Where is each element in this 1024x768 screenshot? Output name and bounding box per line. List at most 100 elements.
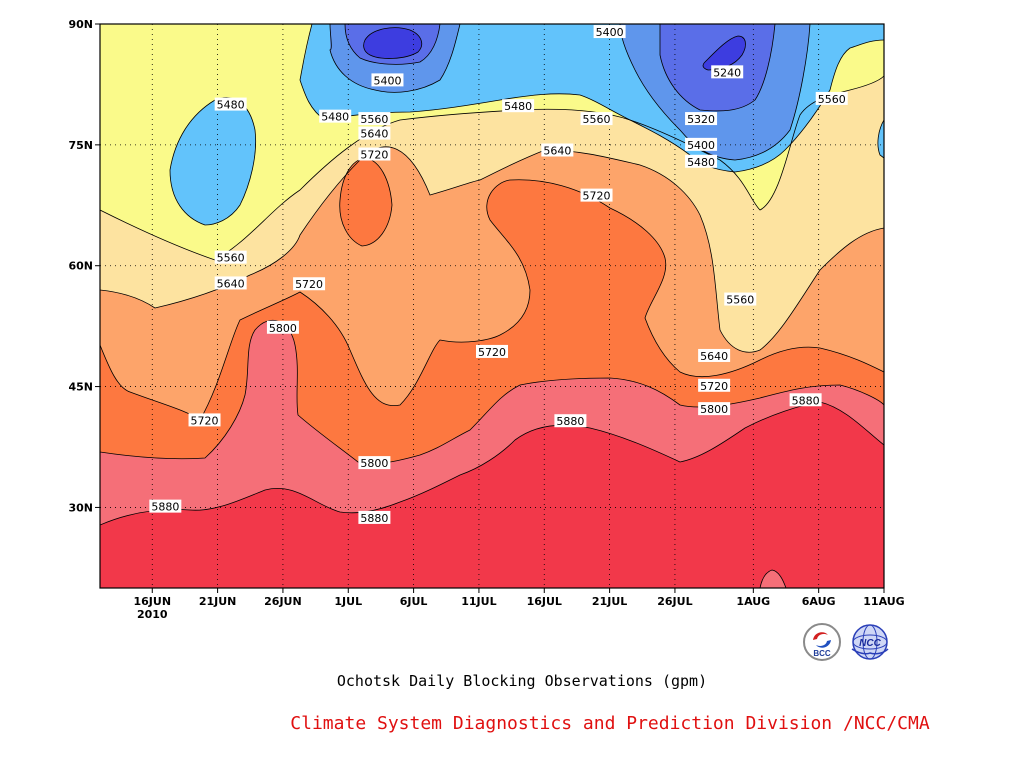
contour-label: 5640 bbox=[541, 143, 574, 157]
contour-label-bg bbox=[476, 344, 508, 358]
contour-label-bg bbox=[319, 109, 352, 123]
contour-label-bg bbox=[593, 25, 626, 39]
contour-line-5480-west bbox=[169, 97, 257, 226]
contour-label-bg bbox=[789, 393, 822, 407]
contour-line-5720-cell bbox=[339, 157, 393, 247]
contour-label-bg bbox=[358, 126, 391, 140]
contour-label-text: 5560 bbox=[726, 294, 754, 307]
contour-label-text: 5480 bbox=[217, 99, 245, 112]
contour-label-text: 5640 bbox=[700, 350, 728, 363]
contour-label-bg bbox=[580, 188, 613, 202]
chart-title: Ochotsk Daily Blocking Observations (gpm… bbox=[336, 672, 708, 690]
contour-label-text: 5640 bbox=[543, 144, 571, 157]
band-5400-east bbox=[877, 120, 884, 158]
contour-line-5320 bbox=[344, 24, 441, 65]
contour-label-text: 5480 bbox=[504, 100, 532, 113]
contour-label: 5880 bbox=[554, 414, 587, 428]
contour-label-text: 5880 bbox=[151, 501, 179, 514]
band-5880-south bbox=[760, 570, 786, 588]
contour-label-text: 5400 bbox=[687, 139, 715, 152]
contour-label-bg bbox=[698, 348, 731, 362]
band-below-5240-east bbox=[703, 36, 746, 70]
contour-label-bg bbox=[554, 414, 587, 428]
contour-label: 5800 bbox=[698, 402, 731, 416]
contour-label: 5560 bbox=[815, 91, 848, 106]
band-5400-west bbox=[170, 97, 256, 225]
contour-labels: 5400 5400 5240 5480 5480 5480 5560 5560 5560 5320… bbox=[149, 25, 848, 525]
y-tick-label: 75N bbox=[68, 139, 93, 152]
contour-lines bbox=[100, 24, 884, 588]
contour-label-text: 5880 bbox=[556, 415, 584, 428]
contour-label-text: 5720 bbox=[360, 149, 388, 162]
contour-label: 5560 bbox=[580, 112, 613, 126]
contour-label: 5720 bbox=[293, 277, 326, 291]
contour-label-bg bbox=[541, 143, 574, 157]
contour-label-bg bbox=[358, 147, 391, 161]
contour-label-text: 5720 bbox=[583, 190, 611, 203]
contour-label: 5880 bbox=[358, 510, 391, 525]
x-tick-label: 26JUL bbox=[657, 595, 692, 608]
contour-label-text: 5480 bbox=[321, 111, 349, 124]
contour-label-bg bbox=[698, 378, 731, 392]
contour-label: 5560 bbox=[724, 292, 757, 307]
y-tick-label: 45N bbox=[68, 381, 93, 394]
contour-line-5640 bbox=[100, 146, 884, 353]
contour-label-text: 5720 bbox=[295, 278, 323, 291]
contour-label-text: 5640 bbox=[360, 128, 388, 141]
contour-label: 5320 bbox=[685, 112, 718, 126]
contour-label-text: 5320 bbox=[687, 113, 715, 126]
contour-label-bg bbox=[580, 112, 613, 126]
contour-label: 5800 bbox=[358, 456, 391, 470]
contour-label-bg bbox=[502, 99, 535, 113]
contour-label-text: 5720 bbox=[700, 380, 728, 393]
contour-line-5400 bbox=[329, 24, 461, 93]
contour-label: 5640 bbox=[698, 348, 731, 363]
x-tick-label: 1JUL bbox=[334, 595, 362, 608]
contour-label-bg bbox=[214, 250, 247, 264]
contour-line-5880-south bbox=[759, 569, 787, 588]
bcc-logo: BCC bbox=[803, 623, 841, 661]
contour-label: 5400 bbox=[593, 25, 626, 39]
band-5720-cell bbox=[339, 158, 392, 246]
y-axis: 30N 45N 60N 75N 90N bbox=[68, 18, 100, 514]
y-tick-label: 60N bbox=[68, 260, 93, 273]
y-tick-label: 30N bbox=[68, 501, 93, 514]
contour-label: 5400 bbox=[371, 73, 404, 87]
x-tick-label: 21JUN bbox=[199, 595, 237, 608]
x-tick-label: 11JUL bbox=[461, 595, 496, 608]
y-tick-label: 90N bbox=[68, 18, 93, 31]
contour-label: 5720 bbox=[580, 188, 613, 203]
contour-label: 5640 bbox=[214, 276, 247, 290]
x-tick-label: 1AUG bbox=[736, 595, 770, 608]
contour-label: 5640 bbox=[358, 126, 391, 141]
contour-label-bg bbox=[188, 413, 221, 427]
plot-frame bbox=[99, 23, 885, 589]
contour-label: 5720 bbox=[698, 378, 731, 393]
contour-label-bg bbox=[214, 276, 247, 290]
contour-label-bg bbox=[815, 91, 848, 105]
credit-line: Climate System Diagnostics and Predictio… bbox=[290, 713, 930, 734]
contour-line-5240 bbox=[363, 27, 423, 59]
contour-label-bg bbox=[685, 154, 718, 168]
contour-label-bg bbox=[371, 73, 404, 87]
contour-label-bg bbox=[358, 510, 391, 524]
contour-label-bg bbox=[685, 112, 718, 126]
contour-label-text: 5560 bbox=[818, 93, 846, 106]
contour-label: 5880 bbox=[789, 393, 822, 407]
contour-label-bg bbox=[149, 499, 182, 513]
contour-label-bg bbox=[358, 112, 391, 126]
contour-label-bg bbox=[293, 277, 326, 291]
contour-label-text: 5560 bbox=[360, 113, 388, 126]
contour-label-text: 5640 bbox=[217, 277, 245, 290]
x-tick-label: 16JUN bbox=[133, 595, 171, 608]
contour-label: 5560 bbox=[214, 250, 247, 265]
ncc-logo-text: NCC bbox=[859, 638, 881, 649]
contour-label-text: 5720 bbox=[191, 414, 219, 427]
contour-label: 5720 bbox=[358, 147, 391, 162]
contour-label-bg bbox=[711, 65, 744, 79]
contour-label-bg bbox=[685, 137, 718, 151]
bcc-logo-text: BCC bbox=[813, 649, 831, 658]
contour-label: 5800 bbox=[266, 320, 299, 335]
contour-label-text: 5880 bbox=[792, 394, 820, 407]
